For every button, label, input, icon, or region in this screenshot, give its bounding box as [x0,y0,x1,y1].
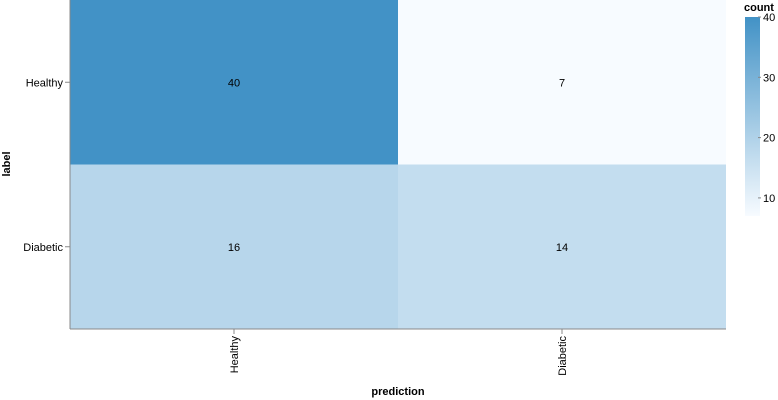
x-tick-label-healthy: Healthy [229,336,241,374]
axes [69,0,726,330]
cell-value-label-diabetic-diabetic: 14 [556,242,568,254]
x-axis-title: prediction [371,386,424,398]
legend-tick-label-40: 40 [763,12,775,24]
legend-gradient-bar [745,17,760,216]
color-legend: count 10 20 30 40 [744,2,775,216]
x-tick-label-diabetic: Diabetic [557,336,569,376]
y-axis-title: label [1,151,13,176]
y-tick-label-healthy: Healthy [26,77,64,89]
legend-tick-label-30: 30 [763,72,775,84]
legend-tick-label-10: 10 [763,193,775,205]
heatmap-cell-healthy-healthy [70,0,398,165]
heatmap-cell-diabetic-healthy [70,164,398,329]
legend-tick-label-20: 20 [763,133,775,145]
cell-value-label-healthy-diabetic: 7 [559,77,565,89]
legend-ticks: 10 20 30 40 [758,12,775,205]
cell-value-label-diabetic-healthy: 16 [228,242,240,254]
y-tick-label-diabetic: Diabetic [23,242,63,254]
heatmap-cell-diabetic-diabetic [398,164,726,329]
heatmap-cell-healthy-diabetic [398,0,726,165]
axis-ticks: Healthy Diabetic Healthy Diabetic [23,77,569,376]
cell-value-label-healthy-healthy: 40 [228,77,240,89]
legend-title: count [744,2,774,14]
heatmap-cells: 40 7 16 14 [70,0,726,329]
